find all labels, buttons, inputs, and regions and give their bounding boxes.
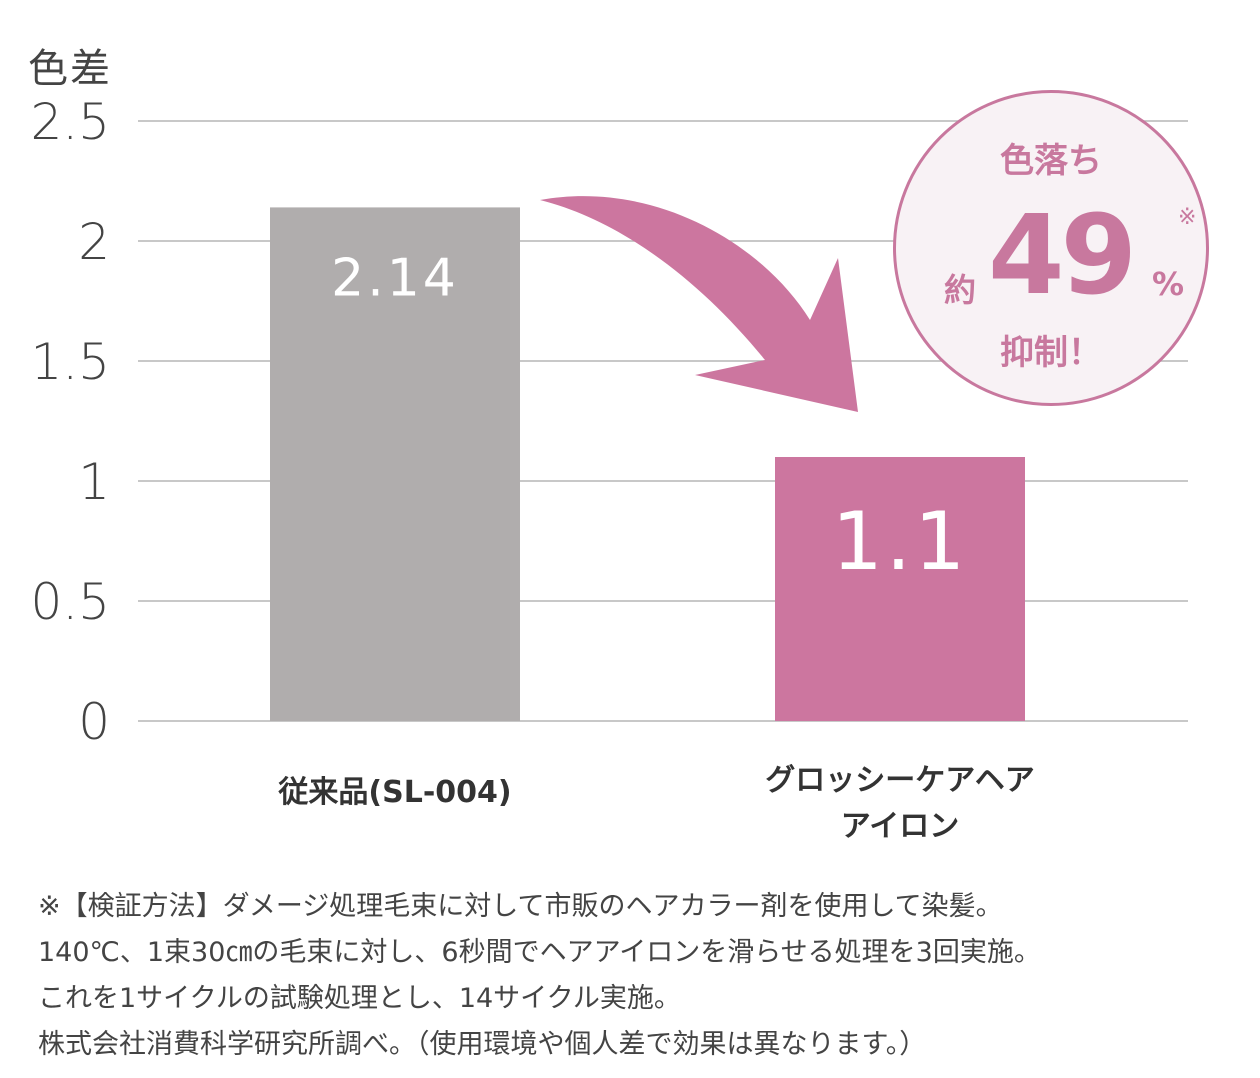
footnote-line: 140℃、1束30㎝の毛束に対し、6秒間でヘアアイロンを滑らせる処理を3回実施。 bbox=[38, 937, 1041, 968]
y-tick-label: 1.5 bbox=[30, 333, 110, 391]
bars: 2.14 1.1 bbox=[270, 207, 1025, 721]
reduction-badge: 色落ち 約 49 ※ % 抑制！ bbox=[893, 90, 1209, 406]
y-axis-label: 色差 bbox=[28, 46, 112, 92]
bar-0 bbox=[270, 207, 520, 721]
category-label-0: 従来品(SL-004) bbox=[278, 775, 512, 810]
y-tick-labels: 0 0.5 1 1.5 2 2.5 bbox=[30, 93, 110, 751]
bar-value-label-1: 1.1 bbox=[832, 495, 968, 588]
badge-bottom: 抑制！ bbox=[1000, 333, 1102, 373]
y-tick-label: 0.5 bbox=[30, 573, 110, 631]
footnote-line: 株式会社消費科学研究所調べ。（使用環境や個人差で効果は異なります。） bbox=[38, 1029, 927, 1060]
bar-1 bbox=[775, 457, 1025, 721]
badge-prefix: 約 bbox=[944, 271, 977, 309]
category-label-1: グロッシーケアヘア アイロン bbox=[765, 763, 1035, 844]
badge-unit: % bbox=[1152, 265, 1185, 303]
badge-note-mark: ※ bbox=[1178, 205, 1197, 230]
badge-title: 色落ち bbox=[1000, 141, 1102, 181]
y-tick-label: 2 bbox=[78, 213, 110, 271]
footnote-line: これを1サイクルの試験処理とし、14サイクル実施。 bbox=[38, 983, 681, 1014]
footnote-line: ※【検証方法】ダメージ処理毛束に対して市販のヘアカラー剤を使用して染髪。 bbox=[38, 891, 1003, 922]
y-tick-label: 2.5 bbox=[30, 93, 110, 151]
badge-number: 49 bbox=[988, 191, 1137, 319]
y-tick-label: 1 bbox=[78, 453, 110, 511]
footnote: ※【検証方法】ダメージ処理毛束に対して市販のヘアカラー剤を使用して染髪。 140… bbox=[38, 884, 1238, 1068]
arrow-icon bbox=[540, 196, 858, 412]
y-tick-label: 0 bbox=[78, 693, 110, 751]
bar-value-label-0: 2.14 bbox=[331, 248, 459, 308]
bar-chart: 0 0.5 1 1.5 2 2.5 2.14 1.1 bbox=[30, 93, 1188, 751]
